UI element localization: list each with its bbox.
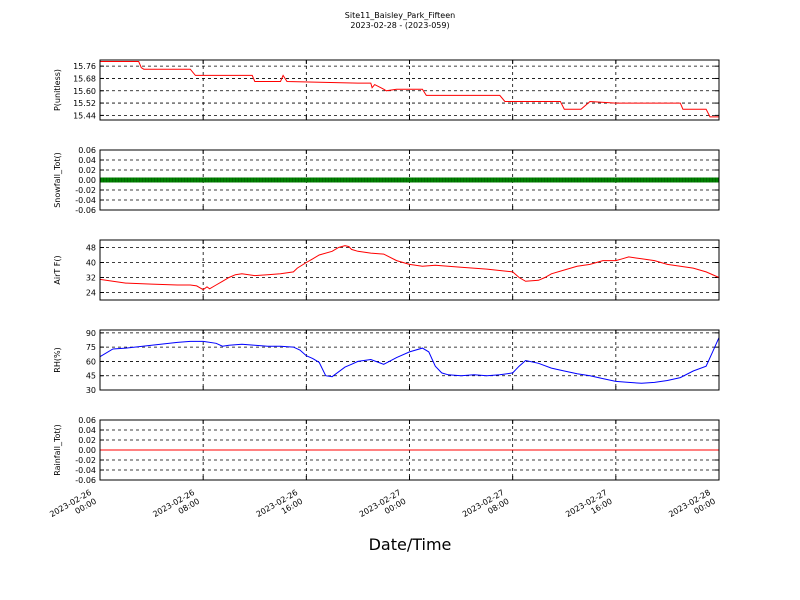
y-tick-label: 0.06 (78, 416, 96, 425)
panel-4: 30 45 60 75 90 RH(%) (53, 329, 720, 395)
y-tick-label: 15.60 (73, 87, 96, 96)
x-tick-label: 2023-02-2716:00 (564, 488, 614, 528)
x-tick-label: 2023-02-2700:00 (358, 488, 408, 528)
y-tick-label: 0.04 (78, 426, 96, 435)
y-tick-label: 24 (86, 289, 96, 298)
y-tick-label: -0.06 (75, 206, 96, 215)
series-line (99, 245, 720, 291)
panel-2: -0.06-0.04-0.020.000.020.040.06 Snowfall_… (53, 146, 720, 215)
series-line (99, 337, 720, 384)
y-tick-label: 0.04 (78, 156, 96, 165)
chart-title: Site11_Baisley_Park_Fifteen (345, 11, 455, 20)
y-tick-label: 0.02 (78, 436, 96, 445)
y-tick-label: 30 (86, 386, 96, 395)
y-tick-label: 0.00 (78, 176, 96, 185)
y-tick-label: 48 (86, 244, 96, 253)
x-tick-label: 2023-02-2600:00 (48, 488, 98, 528)
y-axis-label: P(unitless) (53, 69, 62, 111)
y-tick-label: 0.00 (78, 446, 96, 455)
y-tick-label: 15.68 (73, 74, 96, 83)
y-tick-label: 15.76 (73, 62, 96, 71)
chart-subtitle: 2023-02-28 - (2023-059) (350, 21, 449, 30)
y-tick-label: 90 (86, 329, 96, 338)
y-tick-label: 32 (86, 274, 96, 283)
y-axis-label: Snowfall_Tot() (53, 152, 62, 208)
panels-group: 15.44 15.52 15.60 15.68 15.76 P(unitless) -0.0… (53, 59, 720, 485)
panel-5: -0.06-0.04-0.020.000.020.040.06 Rainfall_… (53, 416, 720, 485)
x-tick-label: 2023-02-2800:00 (667, 488, 717, 528)
plot-frame (99, 149, 720, 211)
x-axis-ticks: 2023-02-2600:00 2023-02-2608:00 2023-02-26… (48, 488, 717, 528)
plot-frame (99, 239, 720, 301)
panel-3: 24 32 40 48 AirT F() (53, 239, 720, 301)
y-axis-label: Rainfall_Tot() (53, 424, 62, 476)
y-axis-label: AirT F() (53, 255, 62, 284)
y-tick-label: 15.44 (73, 111, 96, 120)
x-tick-label: 2023-02-2708:00 (461, 488, 511, 528)
y-tick-label: 75 (86, 343, 96, 352)
x-axis-label: Date/Time (369, 535, 452, 554)
plot-frame (99, 329, 720, 391)
panel-1: 15.44 15.52 15.60 15.68 15.76 P(unitless) (53, 59, 720, 121)
y-tick-label: -0.04 (75, 466, 96, 475)
y-tick-label: -0.02 (75, 456, 96, 465)
y-tick-label: 45 (86, 372, 96, 381)
y-tick-label: -0.02 (75, 186, 96, 195)
plot-frame (99, 419, 720, 481)
x-tick-label: 2023-02-2616:00 (255, 488, 305, 528)
y-tick-label: -0.06 (75, 476, 96, 485)
x-tick-label: 2023-02-2608:00 (151, 488, 201, 528)
y-axis-label: RH(%) (53, 347, 62, 372)
y-tick-label: 40 (86, 259, 96, 268)
series-line (100, 61, 719, 118)
y-tick-label: -0.04 (75, 196, 96, 205)
y-tick-label: 0.02 (78, 166, 96, 175)
plot-frame (99, 59, 720, 121)
y-tick-label: 60 (86, 357, 96, 366)
y-tick-label: 0.06 (78, 146, 96, 155)
y-tick-label: 15.52 (73, 99, 96, 108)
